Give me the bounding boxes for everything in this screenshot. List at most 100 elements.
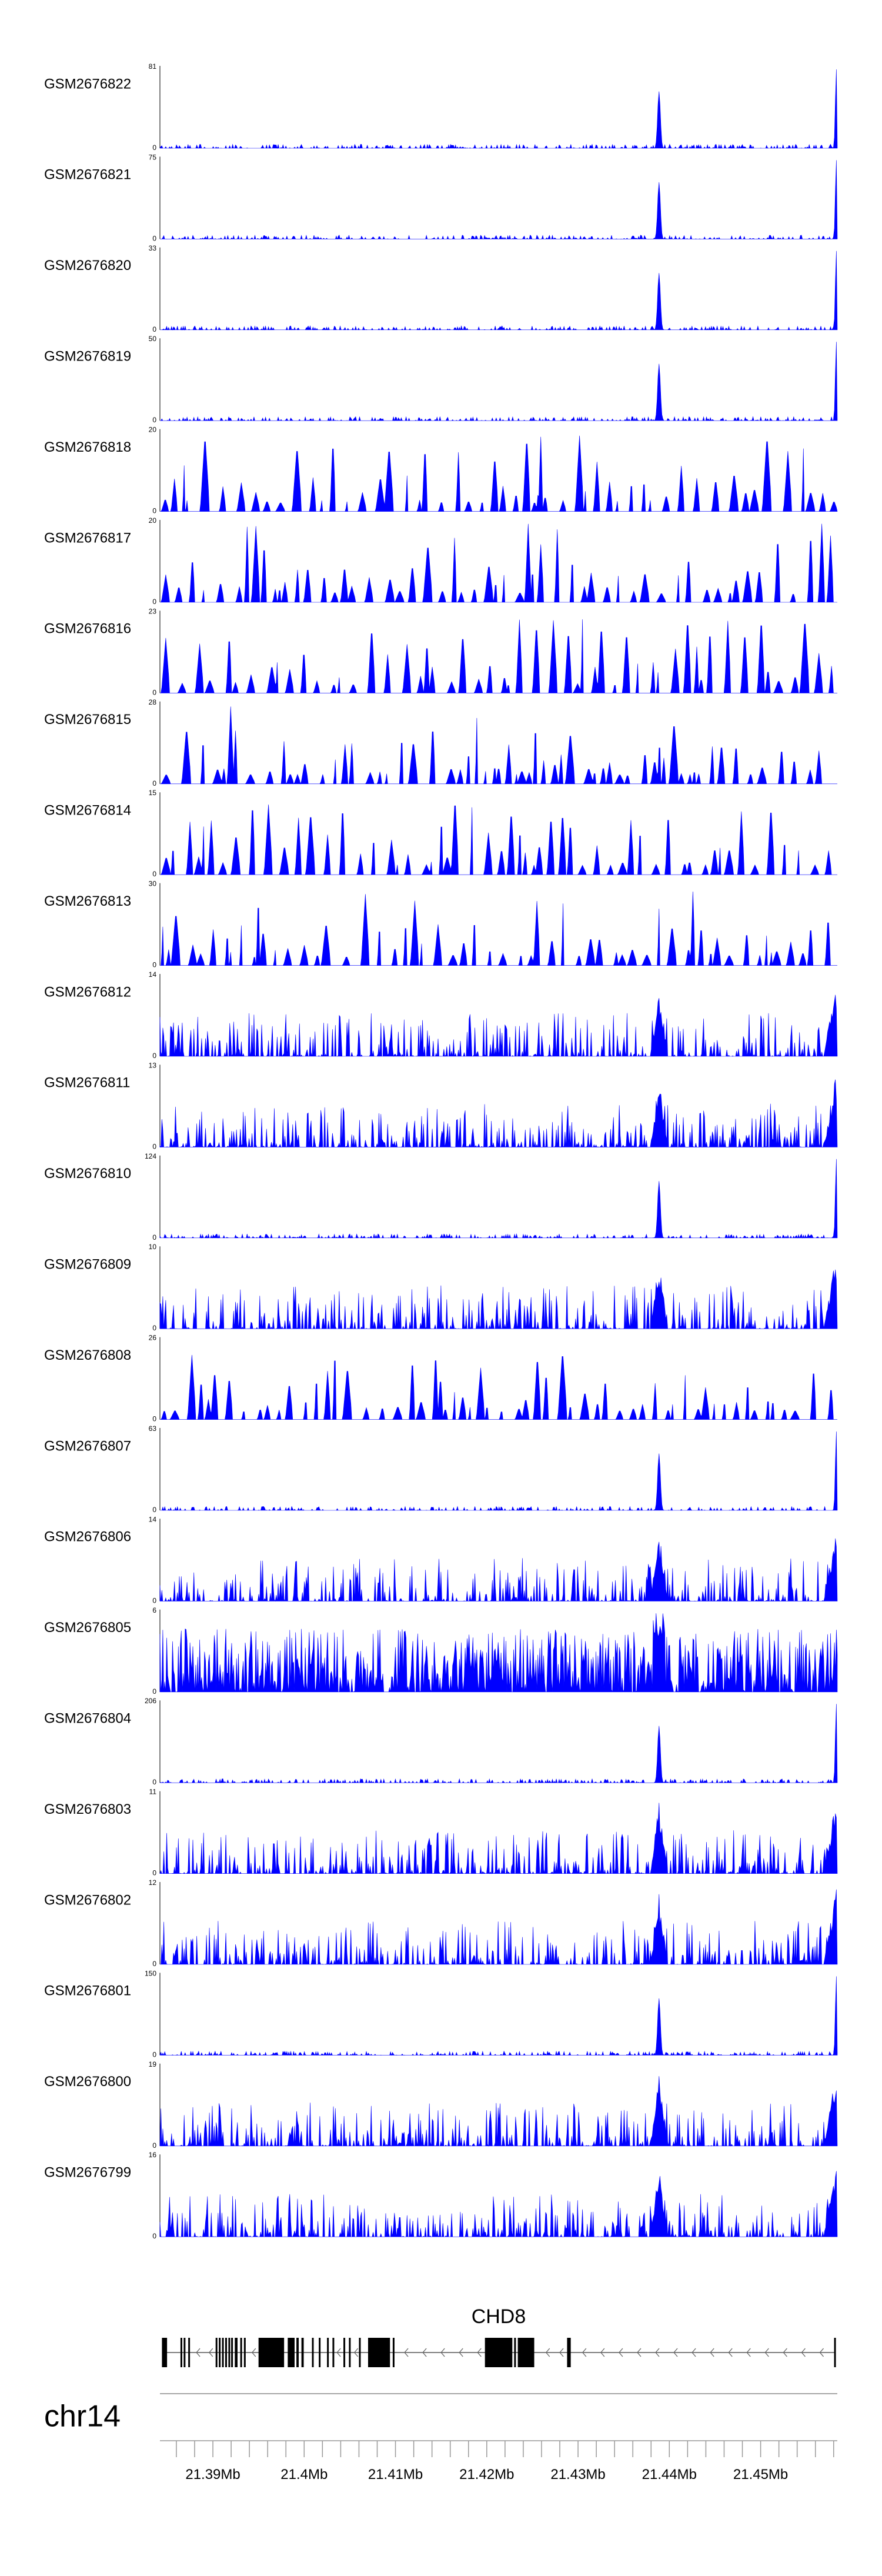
track-name: GSM2676817 <box>44 530 131 546</box>
gene-exon <box>368 2338 390 2367</box>
strand-arrow <box>353 2348 359 2357</box>
track-ymin-label: 0 <box>152 961 156 969</box>
track-ymax-label: 6 <box>152 1606 156 1614</box>
gene-name: CHD8 <box>472 2305 526 2328</box>
strand-arrow <box>477 2348 482 2357</box>
track-ymin-label: 0 <box>152 1687 156 1696</box>
strand-arrow <box>764 2348 769 2357</box>
coverage-area <box>160 251 838 331</box>
gene-exon <box>296 2338 299 2367</box>
gene-exon <box>392 2338 395 2367</box>
coverage-area <box>159 1159 838 1239</box>
gene-exon <box>183 2338 186 2367</box>
track-ymin-label: 0 <box>152 688 156 696</box>
coverage-area <box>159 1269 838 1330</box>
track-name: GSM2676809 <box>44 1257 131 1273</box>
track-name: GSM2676799 <box>44 2165 131 2181</box>
strand-arrow <box>545 2348 550 2357</box>
strand-arrow <box>208 2348 213 2357</box>
strand-arrow <box>440 2348 445 2357</box>
coverage-area <box>160 619 837 694</box>
axis-tick-label: 21.4Mb <box>280 2467 328 2482</box>
axis-tick-label: 21.39Mb <box>185 2467 240 2482</box>
coverage-track: GSM2676801 150 0 <box>44 1969 838 2058</box>
strand-arrow <box>459 2348 463 2357</box>
gene-exon <box>359 2338 361 2367</box>
gene-track: CHD8 <box>162 2305 836 2367</box>
gene-exon <box>834 2338 836 2367</box>
track-ymin-label: 0 <box>152 2232 156 2240</box>
strand-arrow <box>746 2348 751 2357</box>
gene-exon <box>312 2338 314 2367</box>
track-ymax-label: 20 <box>149 516 157 525</box>
track-ymin-label: 0 <box>152 870 156 878</box>
gene-exon <box>240 2338 242 2367</box>
track-name: GSM2676815 <box>44 712 131 728</box>
coverage-track: GSM2676816 23 0 <box>44 607 837 696</box>
track-ymax-label: 75 <box>149 153 157 161</box>
track-ymin-label: 0 <box>152 234 156 242</box>
coverage-track: GSM2676800 19 0 <box>44 2060 838 2150</box>
track-ymax-label: 23 <box>149 607 157 615</box>
strand-arrow <box>619 2348 623 2357</box>
coverage-track: GSM2676809 10 0 <box>44 1243 838 1332</box>
coverage-track: GSM2676807 63 0 <box>44 1424 838 1514</box>
track-ymin-label: 0 <box>152 1324 156 1332</box>
coverage-area <box>159 2171 838 2238</box>
track-ymin-label: 0 <box>152 1778 156 1786</box>
gene-exon <box>188 2338 191 2367</box>
track-name: GSM2676802 <box>44 1892 131 1908</box>
strand-arrow <box>819 2348 824 2357</box>
coverage-area <box>160 1889 838 1966</box>
gene-exon <box>231 2338 233 2367</box>
gene-exon <box>215 2338 218 2367</box>
track-name: GSM2676807 <box>44 1438 131 1454</box>
strand-arrow <box>600 2348 605 2357</box>
strand-arrow <box>404 2348 409 2357</box>
gene-exon <box>219 2338 221 2367</box>
track-ymax-label: 206 <box>145 1697 156 1705</box>
coverage-track: GSM2676804 206 0 <box>44 1697 838 1786</box>
gene-exon <box>180 2338 182 2367</box>
coverage-area <box>160 1431 838 1511</box>
track-ymin-label: 0 <box>152 2141 156 2150</box>
coverage-track: GSM2676822 81 0 <box>44 62 838 152</box>
track-name: GSM2676800 <box>44 2074 131 2090</box>
axis-tick-label: 21.45Mb <box>733 2467 788 2482</box>
coverage-area <box>159 1976 838 2056</box>
coverage-track: GSM2676819 50 0 <box>44 335 838 424</box>
coverage-area <box>159 1538 838 1602</box>
strand-arrow <box>251 2348 256 2357</box>
track-name: GSM2676804 <box>44 1711 131 1727</box>
coverage-area <box>160 523 837 603</box>
track-ymax-label: 14 <box>149 1515 157 1523</box>
track-ymax-label: 13 <box>149 1061 157 1069</box>
strand-arrow <box>710 2348 714 2357</box>
coverage-track: GSM2676818 20 0 <box>44 426 838 515</box>
gene-exon <box>243 2338 246 2367</box>
strand-arrow <box>783 2348 787 2357</box>
coverage-area <box>160 342 838 422</box>
strand-arrow <box>559 2348 564 2357</box>
gene-exon <box>235 2338 238 2367</box>
axis-tick-label: 21.41Mb <box>368 2467 423 2482</box>
coverage-area <box>159 1803 838 1874</box>
track-name: GSM2676816 <box>44 621 131 637</box>
coverage-track: GSM2676806 14 0 <box>44 1515 838 1604</box>
track-name: GSM2676801 <box>44 1983 131 1999</box>
track-ymin-label: 0 <box>152 507 156 515</box>
track-ymax-label: 28 <box>149 698 157 706</box>
coverage-track: GSM2676821 75 0 <box>44 153 838 242</box>
strand-arrow <box>637 2348 642 2357</box>
coverage-tracks: GSM2676822810GSM2676821750GSM2676820330G… <box>44 62 838 2240</box>
coverage-area <box>160 706 837 785</box>
track-ymin-label: 0 <box>152 1233 156 1242</box>
coverage-track: GSM2676817 20 0 <box>44 516 837 606</box>
gene-exon <box>301 2338 304 2367</box>
coverage-area <box>159 1079 838 1148</box>
track-ymin-label: 0 <box>152 779 156 788</box>
coverage-track: GSM2676799 16 0 <box>44 2151 838 2240</box>
track-ymin-label: 0 <box>152 1052 156 1060</box>
gene-exon <box>517 2338 534 2367</box>
